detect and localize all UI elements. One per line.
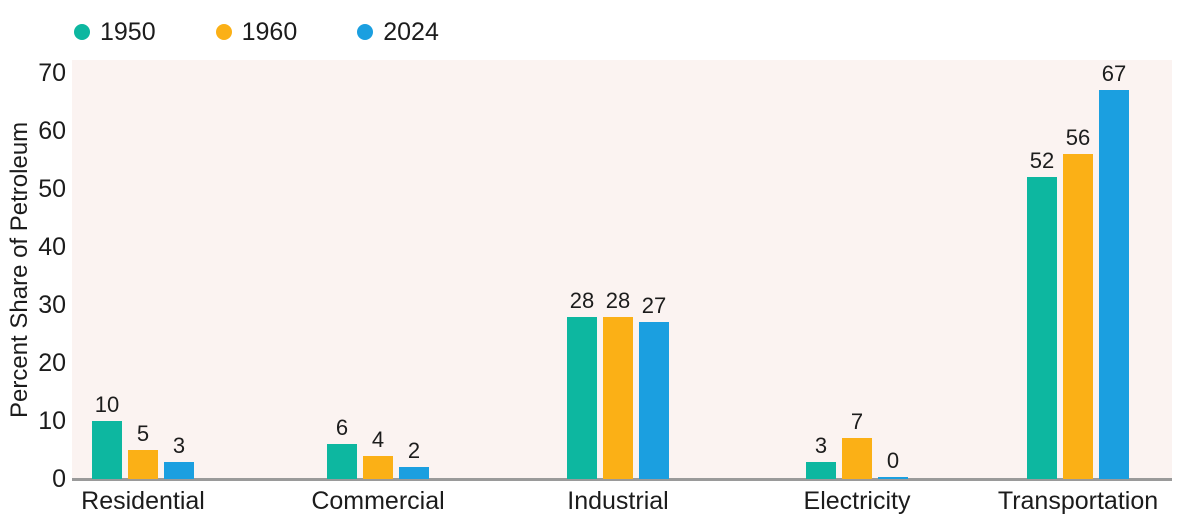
bar-column: 52 — [1027, 149, 1057, 479]
bar-value-label: 3 — [172, 433, 186, 458]
bar-group-industrial: 28 28 27 — [567, 289, 669, 479]
bar-2024-electricity — [878, 477, 908, 479]
bar-2024-commercial — [399, 467, 429, 479]
bar-column: 7 — [842, 410, 872, 479]
bar-column: 3 — [164, 434, 194, 479]
bar-value-label: 67 — [1101, 61, 1127, 86]
y-tick-label: 10 — [38, 407, 66, 435]
bar-1960-commercial — [363, 456, 393, 479]
bar-1960-residential — [128, 450, 158, 479]
bar-1950-residential — [92, 421, 122, 479]
x-category-label: Transportation — [997, 487, 1159, 515]
bar-1950-industrial — [567, 317, 597, 479]
bar-column: 56 — [1063, 126, 1093, 479]
bar-value-label: 5 — [136, 421, 150, 446]
y-tick-label: 60 — [38, 117, 66, 145]
x-category-label: Industrial — [567, 487, 669, 515]
bar-column: 4 — [363, 428, 393, 479]
bar-value-label: 28 — [569, 288, 595, 313]
legend-swatch-icon — [215, 24, 232, 40]
bar-value-label: 10 — [94, 392, 120, 417]
x-category-label: Electricity — [803, 487, 911, 515]
legend-item-1960: 1960 — [215, 18, 298, 46]
bar-value-label: 27 — [641, 293, 667, 318]
bar-column: 2 — [399, 439, 429, 479]
bar-column: 27 — [639, 294, 669, 479]
bar-column: 67 — [1099, 62, 1129, 479]
bar-1950-commercial — [327, 444, 357, 479]
legend-label: 1960 — [241, 18, 298, 46]
legend-label: 2024 — [383, 18, 439, 46]
bar-value-label: 2 — [407, 438, 421, 463]
bar-value-label: 3 — [814, 433, 828, 458]
y-tick-label: 50 — [38, 175, 66, 203]
bar-value-label: 52 — [1029, 148, 1055, 173]
legend-label: 1950 — [100, 18, 156, 46]
bar-1950-transportation — [1027, 177, 1057, 479]
y-tick-label: 70 — [38, 59, 66, 87]
x-category-label: Commercial — [311, 487, 445, 515]
bar-1960-electricity — [842, 438, 872, 479]
bar-column: 10 — [92, 393, 122, 479]
legend-swatch-icon — [357, 24, 374, 40]
bar-value-label: 28 — [605, 288, 631, 313]
bar-1950-electricity — [806, 462, 836, 479]
y-tick-label: 20 — [38, 349, 66, 377]
bar-column: 28 — [567, 289, 597, 479]
bar-value-label: 7 — [850, 409, 864, 434]
bar-2024-transportation — [1099, 90, 1129, 479]
bar-column: 6 — [327, 416, 357, 479]
bar-column: 0 — [878, 449, 908, 479]
y-tick-label: 40 — [38, 233, 66, 261]
bar-value-label: 56 — [1065, 125, 1091, 150]
legend-item-1950: 1950 — [74, 18, 156, 46]
legend: 1950 1960 2024 — [74, 18, 439, 46]
bar-value-label: 0 — [886, 448, 900, 473]
x-axis-line — [72, 478, 1172, 481]
y-tick-label: 0 — [52, 465, 66, 493]
bar-column: 3 — [806, 434, 836, 479]
bar-column: 5 — [128, 422, 158, 479]
bar-value-label: 6 — [335, 415, 349, 440]
legend-swatch-icon — [74, 24, 90, 40]
legend-item-2024: 2024 — [357, 18, 439, 46]
bar-1960-industrial — [603, 317, 633, 479]
bar-column: 28 — [603, 289, 633, 479]
y-tick-label: 30 — [38, 291, 66, 319]
x-category-label: Residential — [81, 487, 205, 515]
bar-group-transportation: 52 56 67 — [1027, 62, 1129, 479]
bar-2024-residential — [164, 462, 194, 479]
bar-1960-transportation — [1063, 154, 1093, 479]
bar-2024-industrial — [639, 322, 669, 479]
bar-value-label: 4 — [371, 427, 385, 452]
bar-group-residential: 10 5 3 — [92, 393, 194, 479]
